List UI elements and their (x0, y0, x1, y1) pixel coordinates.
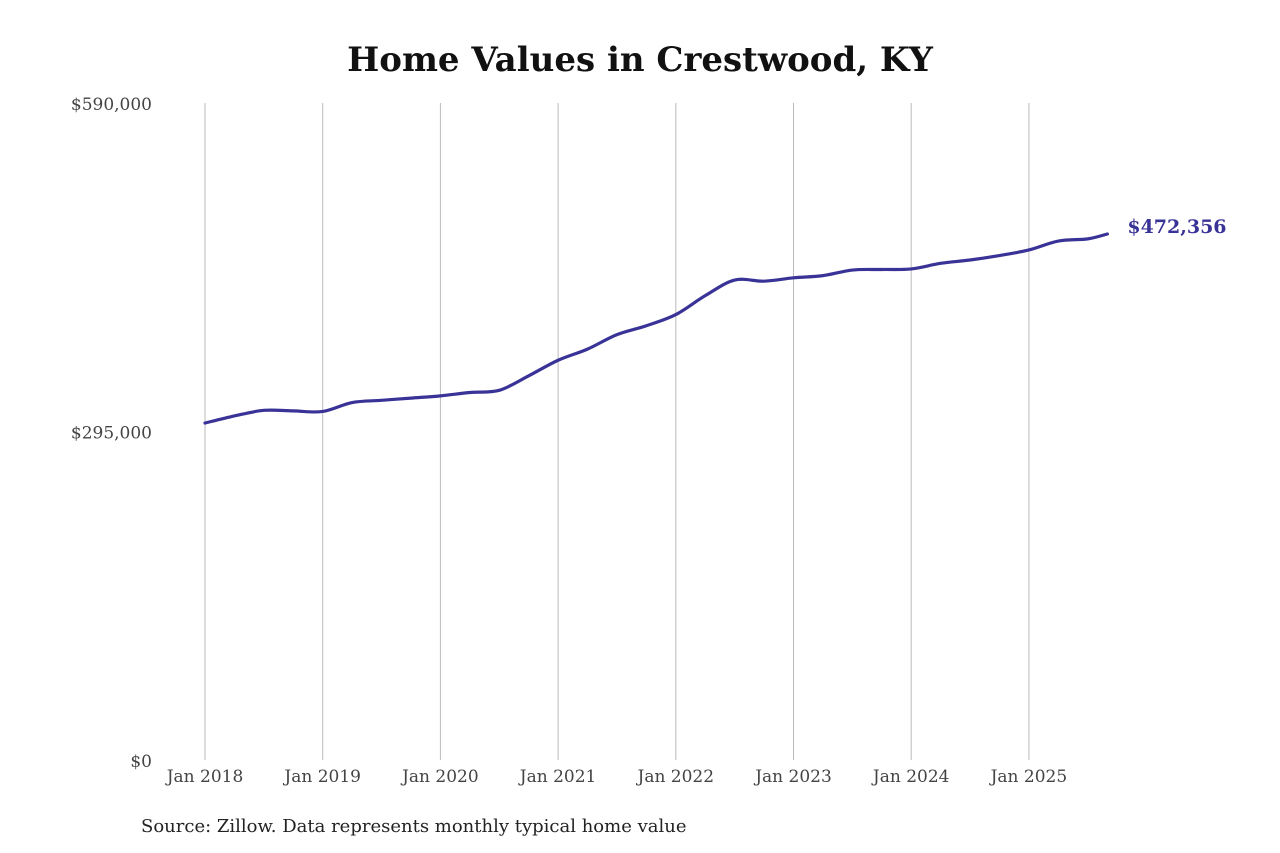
end-value-label: $472,356 (1127, 216, 1226, 238)
y-tick-label: $295,000 (71, 424, 152, 444)
x-tick-label: Jan 2022 (636, 767, 715, 787)
x-tick-label: Jan 2021 (518, 767, 597, 787)
y-tick-label: $0 (130, 752, 152, 772)
x-tick-label: Jan 2023 (753, 767, 832, 787)
series-line (203, 232, 1109, 425)
source-note: Source: Zillow. Data represents monthly … (141, 816, 687, 837)
x-tick-label: Jan 2019 (282, 767, 361, 787)
y-tick-label: $590,000 (71, 95, 152, 115)
x-tick-label: Jan 2024 (871, 767, 950, 787)
x-tick-label: Jan 2025 (989, 767, 1068, 787)
x-tick-label: Jan 2018 (165, 767, 244, 787)
x-tick-label: Jan 2020 (400, 767, 479, 787)
chart-title: Home Values in Crestwood, KY (347, 40, 933, 80)
